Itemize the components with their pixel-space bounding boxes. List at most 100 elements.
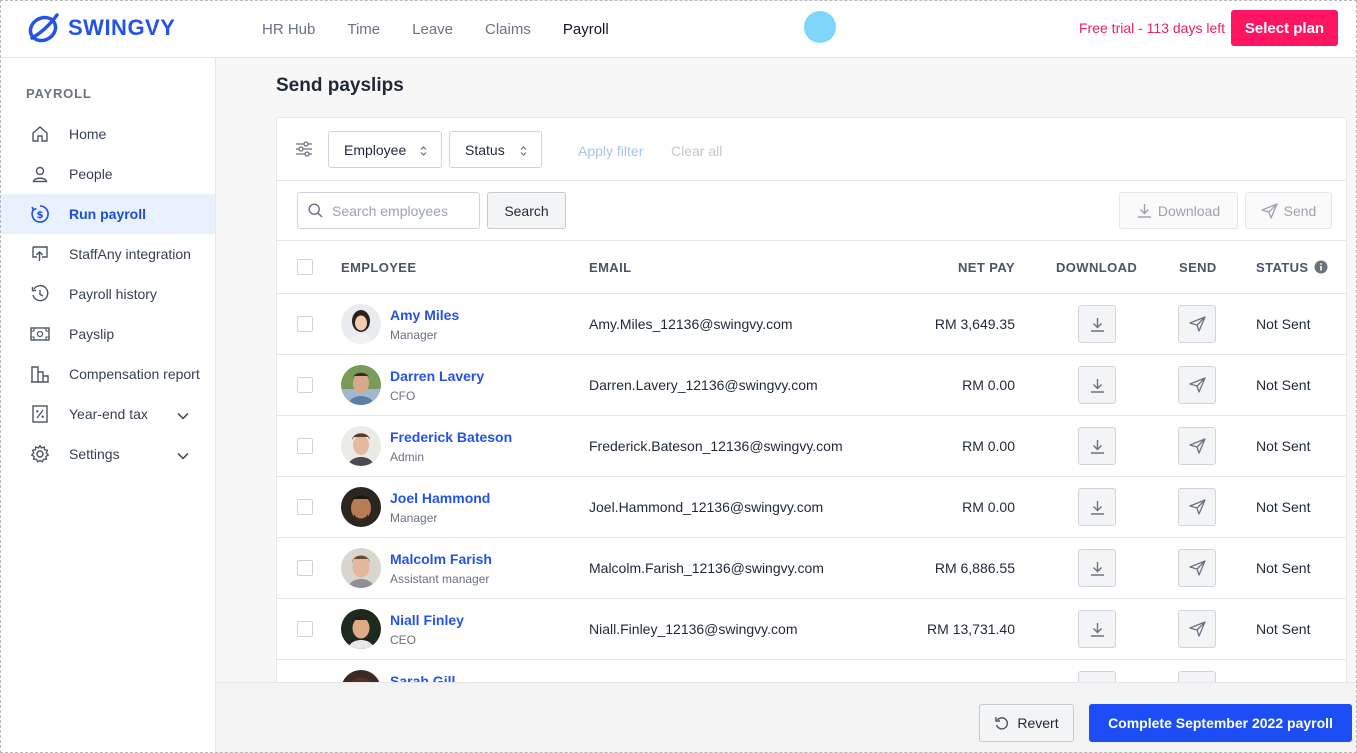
sidebar-item-label: Settings <box>69 446 120 462</box>
employee-role: CEO <box>390 633 417 647</box>
sort-arrows-icon <box>420 144 427 160</box>
history-icon <box>30 284 50 304</box>
employee-name-link[interactable]: Frederick Bateson <box>390 429 513 445</box>
avatar <box>341 487 381 527</box>
sidebar-item-label: Payroll history <box>69 286 157 302</box>
sidebar-item-payslip[interactable]: Payslip <box>0 314 215 354</box>
employee-role: Admin <box>390 450 425 464</box>
status-filter-label: Status <box>465 141 505 158</box>
sidebar: PAYROLL Home People $ Run payroll StaffA… <box>0 58 216 753</box>
search-input[interactable] <box>297 192 480 229</box>
bulk-send-label: Send <box>1283 202 1317 219</box>
employee-role: Manager <box>390 511 438 525</box>
employee-filter-dropdown[interactable]: Employee <box>328 131 442 168</box>
table-row: Malcolm Farish Assistant manager Malcolm… <box>277 538 1346 599</box>
download-payslip-button[interactable] <box>1078 488 1116 526</box>
sidebar-item-run-payroll[interactable]: $ Run payroll <box>0 194 215 234</box>
sidebar-item-staffany-integration[interactable]: StaffAny integration <box>0 234 215 274</box>
payslip-status: Not Sent <box>1256 377 1311 393</box>
select-all-checkbox[interactable] <box>297 259 313 275</box>
payslip-status: Not Sent <box>1256 499 1311 515</box>
row-checkbox[interactable] <box>297 377 313 393</box>
bulk-send-button[interactable]: Send <box>1245 192 1332 229</box>
topnav-hr-hub[interactable]: HR Hub <box>262 20 316 38</box>
download-payslip-button[interactable] <box>1078 610 1116 648</box>
top-bar: SWINGVY HR Hub Time Leave Claims Payroll… <box>0 0 1357 58</box>
send-payslip-button[interactable] <box>1178 549 1216 587</box>
topnav-time[interactable]: Time <box>347 20 381 38</box>
send-payslip-button[interactable] <box>1178 488 1216 526</box>
employee-email: Amy.Miles_12136@swingvy.com <box>589 316 793 332</box>
row-checkbox[interactable] <box>297 560 313 576</box>
employee-name-link[interactable]: Amy Miles <box>390 307 460 323</box>
row-checkbox[interactable] <box>297 499 313 515</box>
status-filter-dropdown[interactable]: Status <box>449 131 542 168</box>
complete-payroll-button[interactable]: Complete September 2022 payroll <box>1089 704 1352 742</box>
employee-name-link[interactable]: Niall Finley <box>390 612 464 628</box>
bulk-download-button[interactable]: Download <box>1119 192 1238 229</box>
integration-icon <box>30 244 50 264</box>
column-header-employee[interactable]: EMPLOYEE <box>341 260 417 275</box>
info-icon[interactable] <box>1314 260 1328 279</box>
bulk-download-label: Download <box>1157 202 1221 219</box>
employee-name-link[interactable]: Joel Hammond <box>390 490 491 506</box>
download-payslip-button[interactable] <box>1078 366 1116 404</box>
topnav-leave[interactable]: Leave <box>412 20 454 38</box>
send-icon <box>1188 316 1206 332</box>
sidebar-item-label: Home <box>69 126 107 142</box>
avatar <box>341 609 381 649</box>
employee-email: Niall.Finley_12136@swingvy.com <box>589 621 798 637</box>
download-payslip-button[interactable] <box>1078 427 1116 465</box>
download-payslip-button[interactable] <box>1078 549 1116 587</box>
select-plan-button[interactable]: Select plan <box>1231 10 1338 46</box>
table-row: Frederick Bateson Admin Frederick.Bateso… <box>277 416 1346 477</box>
column-header-status: STATUS <box>1256 260 1309 275</box>
sidebar-item-home[interactable]: Home <box>0 114 215 154</box>
avatar <box>341 548 381 588</box>
column-header-net-pay[interactable]: NET PAY <box>958 260 1015 275</box>
download-payslip-button[interactable] <box>1078 305 1116 343</box>
send-payslip-button[interactable] <box>1178 366 1216 404</box>
download-icon <box>1090 378 1104 393</box>
filter-sliders-icon[interactable] <box>295 140 313 163</box>
payslip-status: Not Sent <box>1256 438 1311 454</box>
send-payslip-button[interactable] <box>1178 305 1216 343</box>
employee-name-link[interactable]: Darren Lavery <box>390 368 485 384</box>
apply-filter-link[interactable]: Apply filter <box>578 143 644 159</box>
avatar <box>341 426 381 466</box>
gear-icon <box>30 444 50 464</box>
brand-logo[interactable]: SWINGVY <box>26 12 175 44</box>
send-icon <box>1188 438 1206 454</box>
row-checkbox[interactable] <box>297 621 313 637</box>
row-checkbox[interactable] <box>297 316 313 332</box>
table-row: Amy Miles Manager Amy.Miles_12136@swingv… <box>277 294 1346 355</box>
table-row: Darren Lavery CFO Darren.Lavery_12136@sw… <box>277 355 1346 416</box>
sidebar-item-payroll-history[interactable]: Payroll history <box>0 274 215 314</box>
percent-icon <box>30 404 50 424</box>
report-icon <box>30 364 50 384</box>
clear-all-link[interactable]: Clear all <box>671 143 723 159</box>
download-icon <box>1137 204 1151 218</box>
employee-email: Darren.Lavery_12136@swingvy.com <box>589 377 818 393</box>
send-icon <box>1188 499 1206 515</box>
row-checkbox[interactable] <box>297 438 313 454</box>
column-header-email[interactable]: EMAIL <box>589 260 632 275</box>
revert-button[interactable]: Revert <box>979 704 1074 742</box>
swingvy-logo-icon <box>28 13 59 43</box>
sidebar-item-people[interactable]: People <box>0 154 215 194</box>
undo-icon <box>995 717 1009 730</box>
search-button[interactable]: Search <box>487 192 566 229</box>
sidebar-item-compensation-report[interactable]: Compensation report <box>0 354 215 394</box>
sidebar-list: Home People $ Run payroll StaffAny integ… <box>0 114 215 474</box>
topnav-claims[interactable]: Claims <box>485 20 531 38</box>
send-payslip-button[interactable] <box>1178 610 1216 648</box>
sidebar-item-settings[interactable]: Settings <box>0 434 215 474</box>
download-icon <box>1090 439 1104 454</box>
download-icon <box>1090 317 1104 332</box>
send-payslip-button[interactable] <box>1178 427 1216 465</box>
sidebar-item-year-end-tax[interactable]: Year-end tax <box>0 394 215 434</box>
mouse-cursor-indicator <box>804 11 836 43</box>
topnav-payroll[interactable]: Payroll <box>562 20 609 38</box>
employee-name-link[interactable]: Malcolm Farish <box>390 551 492 567</box>
home-icon <box>30 124 50 144</box>
